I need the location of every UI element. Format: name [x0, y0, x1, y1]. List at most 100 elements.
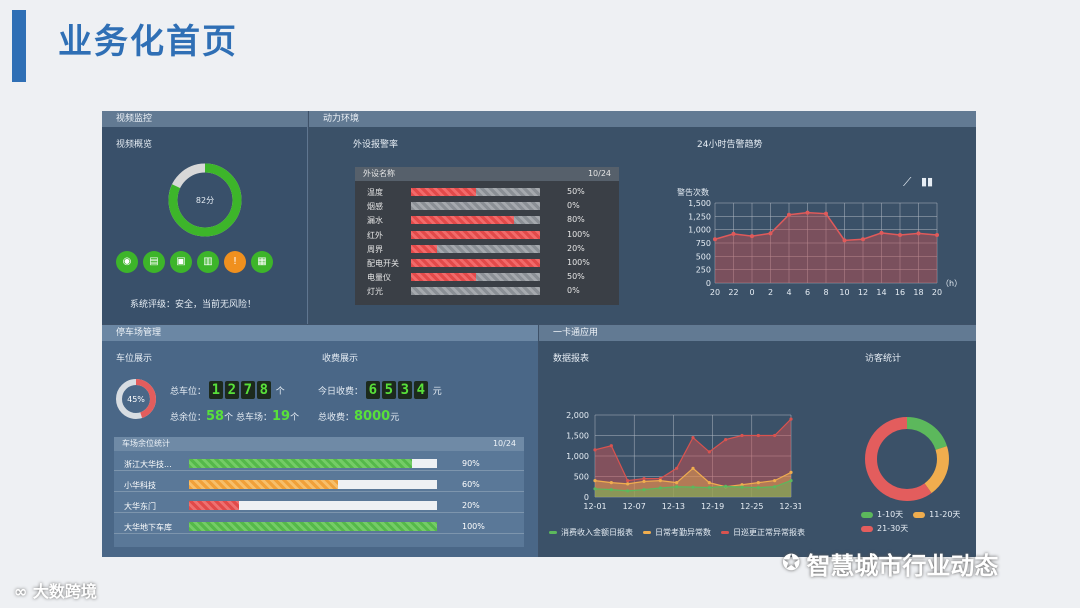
trend-point[interactable]: [879, 230, 884, 235]
visitor-legend-item-2[interactable]: 11-20天: [929, 510, 961, 519]
report-xtick: 12-31: [779, 502, 801, 511]
visitor-slice[interactable]: [865, 417, 949, 501]
gauge-score-text: 82分: [196, 196, 214, 205]
trend-point[interactable]: [768, 231, 773, 236]
digit-box: 6: [365, 381, 380, 399]
report-point[interactable]: [626, 482, 630, 486]
report-point[interactable]: [724, 438, 728, 442]
visitor-legend-item-1[interactable]: 1-10天: [877, 510, 904, 519]
monitor-icon[interactable]: ▣: [170, 251, 192, 273]
trend-area: [715, 212, 937, 283]
report-point[interactable]: [707, 481, 711, 485]
trend-point[interactable]: [842, 238, 847, 243]
bar-chart-icon[interactable]: ▮▮: [921, 175, 934, 188]
legend-item-attendance[interactable]: 日常考勤异常数: [655, 528, 711, 537]
report-point[interactable]: [724, 484, 728, 488]
report-point[interactable]: [675, 466, 679, 470]
device-alarm-bar: [411, 202, 540, 211]
device-name: 灯光: [367, 287, 383, 297]
legend-swatch-orange: [643, 531, 651, 534]
trend-point[interactable]: [731, 231, 736, 236]
report-point[interactable]: [675, 481, 679, 485]
report-point[interactable]: [593, 448, 597, 452]
lot-table-title: 车场余位统计: [122, 439, 170, 448]
report-point[interactable]: [707, 450, 711, 454]
legend-item-patrol[interactable]: 日巡更正常异常报表: [733, 528, 805, 537]
parking-usage-text: 45%: [127, 395, 145, 404]
lot-pct: 60%: [462, 480, 480, 489]
report-point[interactable]: [658, 486, 662, 490]
trend-point[interactable]: [861, 237, 865, 242]
report-point[interactable]: [675, 485, 679, 489]
report-point[interactable]: [626, 479, 630, 483]
page-title: 业务化首页: [58, 22, 238, 62]
trend-ylabel: 警告次数: [677, 188, 709, 197]
report-point[interactable]: [642, 488, 646, 492]
alarm-icon[interactable]: !: [224, 251, 246, 273]
report-point[interactable]: [756, 485, 760, 490]
report-point[interactable]: [691, 485, 695, 489]
trend-point[interactable]: [916, 231, 921, 236]
dvr-icon[interactable]: ▤: [143, 251, 165, 273]
trend-xtick: 10: [839, 288, 849, 297]
report-point[interactable]: [773, 433, 777, 438]
report-point[interactable]: [756, 481, 760, 485]
report-point[interactable]: [593, 479, 597, 483]
report-point[interactable]: [642, 479, 646, 484]
device-alarm-fill: [411, 216, 515, 225]
report-point[interactable]: [609, 481, 613, 485]
report-point[interactable]: [740, 485, 744, 489]
device-table-page[interactable]: 10/24: [587, 169, 611, 178]
report-point[interactable]: [773, 485, 777, 489]
trend-ytick: 500: [696, 252, 711, 261]
trend-xtick: 20: [710, 288, 720, 297]
device-icon[interactable]: ▦: [251, 251, 273, 273]
dashboard: 视频监控 视频概览 82分 ◉ ▤ ▣ ▥ ! ▦ 系统评级：安全，当前无风险！…: [102, 111, 976, 557]
report-point[interactable]: [773, 479, 777, 483]
report-point[interactable]: [789, 479, 793, 483]
report-point[interactable]: [642, 476, 646, 481]
device-alarm-pct: 0%: [567, 286, 580, 296]
trend-point[interactable]: [824, 211, 828, 216]
trend-point[interactable]: [787, 212, 791, 217]
device-row: 电量仪 50%: [355, 272, 619, 283]
lot-row: 浙江大华技... 90%: [114, 457, 524, 471]
device-name: 配电开关: [367, 259, 399, 268]
legend-item-consumption[interactable]: 消费收入金额日报表: [561, 528, 633, 537]
parking-panel-header: 停车场管理: [102, 325, 538, 341]
report-point[interactable]: [740, 483, 744, 487]
report-point[interactable]: [756, 433, 760, 438]
report-point[interactable]: [593, 487, 597, 491]
report-point[interactable]: [691, 435, 695, 440]
report-point[interactable]: [789, 417, 793, 421]
lot-table-page[interactable]: 10/24: [492, 439, 516, 448]
visitor-legend-item-3[interactable]: 21-30天: [877, 524, 909, 533]
trend-point[interactable]: [805, 210, 810, 215]
line-chart-icon[interactable]: ⟋: [903, 175, 912, 189]
trend-point[interactable]: [713, 237, 717, 242]
report-ytick: 1,000: [566, 452, 589, 461]
report-ytick: 0: [584, 493, 589, 502]
report-point[interactable]: [740, 433, 744, 438]
trend-point[interactable]: [935, 233, 939, 237]
report-point[interactable]: [609, 444, 613, 448]
legend-swatch-red: [721, 531, 729, 534]
storage-icon[interactable]: ▥: [197, 251, 219, 273]
device-alarm-bar: [411, 273, 540, 282]
report-point[interactable]: [707, 485, 711, 490]
trend-point[interactable]: [898, 233, 902, 237]
report-ytick: 2,000: [566, 411, 589, 420]
report-point[interactable]: [691, 466, 695, 470]
trend-point[interactable]: [750, 234, 754, 239]
visitor-slice[interactable]: [865, 417, 949, 501]
report-point[interactable]: [609, 488, 613, 492]
lot-pct: 20%: [462, 501, 480, 510]
report-point[interactable]: [658, 479, 662, 483]
report-point[interactable]: [789, 470, 793, 474]
camera-icon[interactable]: ◉: [116, 251, 138, 273]
lot-name: 浙江大华技...: [124, 460, 172, 469]
total-fee: 总收费：8000元: [318, 409, 399, 424]
report-point[interactable]: [626, 489, 630, 493]
